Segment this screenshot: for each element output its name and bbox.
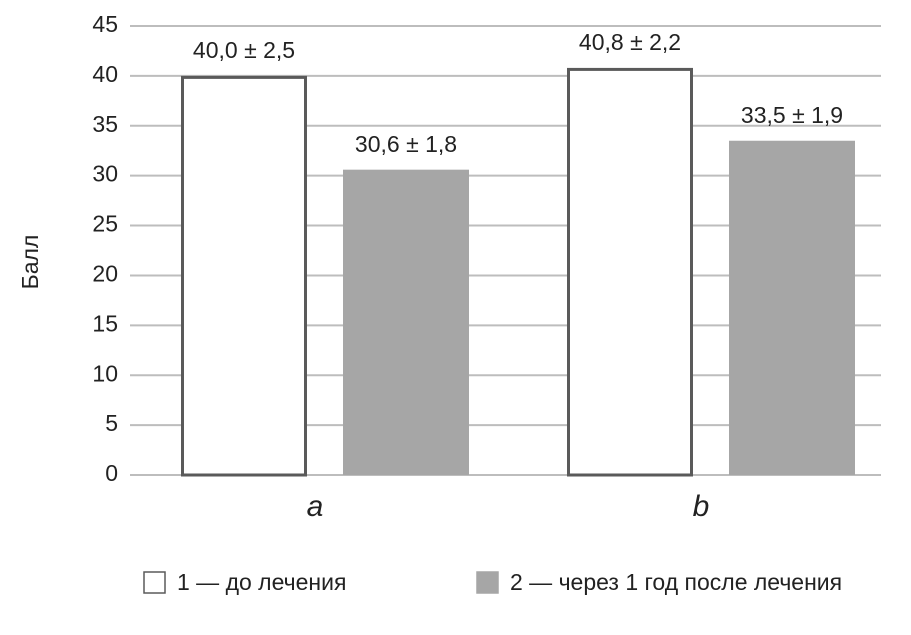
y-tick-label: 15 bbox=[92, 310, 118, 336]
y-tick-label: 45 bbox=[92, 11, 118, 37]
value-label: 30,6 ± 1,8 bbox=[355, 131, 457, 157]
y-tick-label: 5 bbox=[105, 410, 118, 436]
x-tick-label: b bbox=[693, 490, 710, 523]
bar bbox=[729, 140, 855, 475]
y-tick-label: 40 bbox=[92, 61, 118, 87]
x-tick-label: a bbox=[307, 490, 324, 523]
legend-swatch bbox=[143, 571, 166, 594]
y-tick-label: 10 bbox=[92, 360, 118, 386]
y-tick-label: 35 bbox=[92, 111, 118, 137]
y-tick-label: 20 bbox=[92, 261, 118, 287]
legend-label: 1 — до лечения bbox=[177, 569, 346, 595]
bar bbox=[343, 169, 469, 475]
bar bbox=[181, 75, 307, 477]
value-label: 40,8 ± 2,2 bbox=[579, 29, 681, 55]
y-tick-label: 30 bbox=[92, 161, 118, 187]
y-tick-label: 0 bbox=[105, 460, 118, 486]
value-label: 33,5 ± 1,9 bbox=[741, 102, 843, 128]
value-label: 40,0 ± 2,5 bbox=[193, 37, 295, 63]
y-axis-label: Балл bbox=[17, 235, 43, 290]
y-tick-label: 25 bbox=[92, 211, 118, 237]
legend-swatch bbox=[476, 571, 499, 594]
bar bbox=[567, 67, 693, 477]
legend-label: 2 — через 1 год после лечения bbox=[510, 569, 842, 595]
